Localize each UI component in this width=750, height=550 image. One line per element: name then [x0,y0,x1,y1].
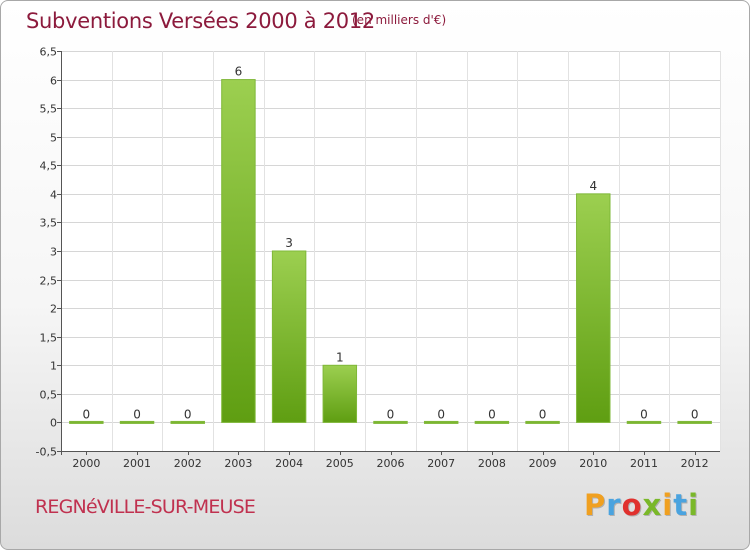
brand-letter: P [584,488,607,522]
y-tick-label: 3 [50,246,57,259]
bar [69,420,104,424]
bar [119,420,155,424]
chart-title: Subventions Versées 2000 à 2012 [26,9,375,33]
y-tick-label: 5 [50,132,57,145]
data-label: 6 [235,65,243,79]
unit-note: (en milliers d'€) [352,13,447,27]
axes: -0,5 0 0,5 1 1,5 2 2,5 3 3,5 4 4,5 5 5,5 6 6,5 2000 2001… [36,46,720,470]
x-tick-label: 2002 [174,457,202,470]
y-tick-label: 1 [50,360,57,373]
bar [373,420,408,424]
x-tick-label: 2010 [579,457,607,470]
bar [170,420,205,424]
data-label: 0 [387,407,395,421]
data-label: 0 [539,407,547,421]
x-tick-label: 2000 [72,457,100,470]
y-tick-label: 0 [50,417,57,430]
brand-logo: Proxiti [584,488,699,522]
x-tick-label: 2012 [681,457,709,470]
y-tick-label: -0,5 [36,446,57,459]
x-tick-label: 2005 [326,457,354,470]
bar [322,364,358,423]
y-tick-label: 1,5 [40,332,58,345]
brand-letter: i [688,488,700,522]
bar [271,250,307,423]
bar [423,420,459,424]
y-tick-label: 0,5 [40,389,58,402]
data-label: 0 [488,407,496,421]
data-label: 0 [83,407,91,421]
y-tick-label: 4,5 [40,160,58,173]
y-tick-label: 6,5 [40,46,58,59]
x-tick-label: 2001 [123,457,151,470]
bar [525,420,560,424]
brand-letter: o [621,488,643,522]
x-tick-label: 2009 [529,457,557,470]
y-tick-label: 5,5 [40,103,58,116]
y-tick-label: 2,5 [40,275,58,288]
grid-lines [61,51,721,452]
data-label: 0 [437,407,445,421]
x-tick-label: 2003 [224,457,252,470]
x-tick-label: 2007 [427,457,455,470]
data-label: 0 [691,407,699,421]
data-label: 4 [589,179,597,193]
bar [221,79,256,423]
commune-name: REGNéVILLE-SUR-MEUSE [35,496,256,518]
data-label: 1 [336,350,344,364]
y-tick-label: 4 [50,189,57,202]
data-label: 0 [184,407,192,421]
bar [677,420,712,424]
bar [474,420,510,424]
labels: 0 0 0 6 3 1 0 0 0 0 4 0 0 [83,65,699,422]
x-tick-label: 2011 [630,457,658,470]
data-label: 0 [640,407,648,421]
y-tick-label: 3,5 [40,217,58,230]
bar [576,193,611,423]
x-tick-label: 2008 [478,457,506,470]
brand-letter: t [673,488,689,522]
x-tick-label: 2004 [275,457,303,470]
y-tick-label: 6 [50,75,57,88]
brand-letter: i [662,488,674,522]
x-tick-label: 2006 [377,457,405,470]
bar [626,420,662,424]
y-tick-label: 2 [50,303,57,316]
data-label: 3 [285,236,293,250]
brand-letter: x [642,488,663,522]
brand-letter: r [606,488,622,522]
data-label: 0 [133,407,141,421]
bars [69,79,712,424]
